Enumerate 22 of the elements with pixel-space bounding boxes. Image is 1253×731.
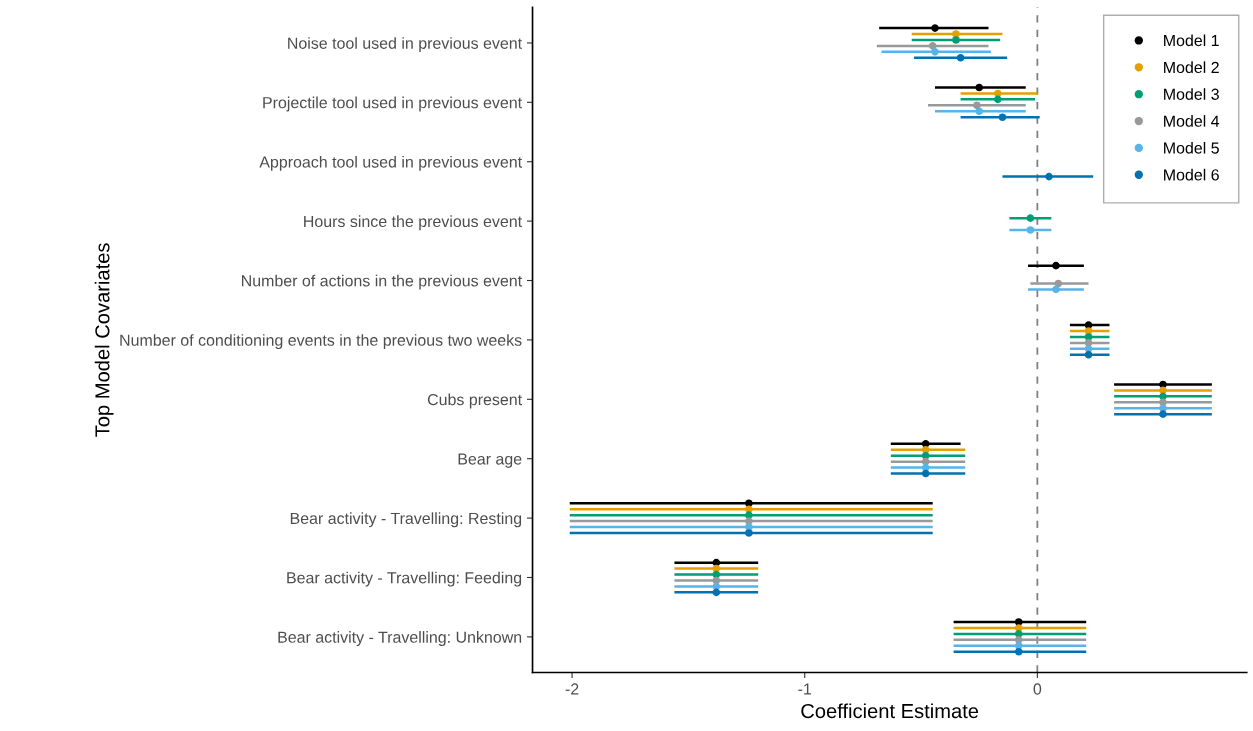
legend-label: Model 3	[1164, 88, 1219, 100]
y-tick-label: Number of conditioning events in the previous two weeks	[120, 334, 522, 350]
y-tick-label: Bear activity - Travelling: Resting	[290, 512, 522, 528]
y-tick-label: Noise tool used in previous event	[288, 37, 523, 53]
y-tick-label: Hours since the previous event	[304, 215, 523, 231]
legend-label: Model 2	[1164, 61, 1219, 74]
y-tick-label: Bear activity - Travelling: Unknown	[278, 631, 522, 646]
y-tick-label: Cubs present	[427, 393, 522, 409]
x-tick-label: -2	[565, 683, 579, 695]
legend-label: Model 5	[1164, 141, 1219, 154]
y-tick-label: Number of actions in the previous event	[242, 274, 523, 290]
x-tick-label: -1	[798, 683, 812, 695]
y-axis-title: Top Model Covariates	[94, 243, 114, 437]
legend-label: Model 4	[1164, 115, 1220, 127]
x-axis-title: Coefficient Estimate	[801, 703, 979, 719]
legend-label: Model 6	[1164, 168, 1219, 181]
y-tick-label: Projectile tool used in previous event	[263, 96, 523, 112]
x-tick-label: 0	[1033, 683, 1042, 695]
y-tick-label: Bear activity - Travelling: Feeding	[287, 571, 522, 587]
y-tick-label: Approach tool used in previous event	[259, 155, 523, 171]
legend-label: Model 1	[1164, 34, 1219, 47]
y-tick-label: Bear age	[458, 453, 522, 468]
